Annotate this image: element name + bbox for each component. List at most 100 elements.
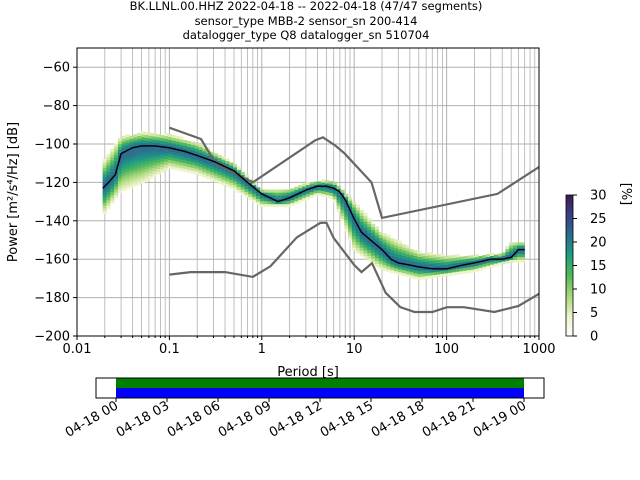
psd-density-cell [186, 149, 192, 153]
psd-density-cell [221, 182, 226, 186]
psd-density-cell [217, 172, 222, 176]
y-tick-label: −120 [34, 176, 70, 191]
psd-density-cell [348, 223, 353, 227]
psd-density-cell [217, 177, 222, 181]
psd-density-cell [374, 249, 380, 253]
y-axis-label: Power [m²/s⁴/Hz] [dB] [6, 122, 21, 262]
psd-density-cell [279, 192, 284, 196]
psd-density-cell [355, 247, 360, 251]
psd-density-cell [183, 154, 188, 158]
colorbar-label: [%] [618, 183, 633, 206]
psd-density-cell [497, 256, 502, 260]
psd-density-cell [110, 168, 115, 172]
psd-density-cell [221, 170, 226, 174]
psd-density-cell [482, 254, 487, 259]
psd-density-cell [455, 257, 460, 261]
psd-density-cell [252, 184, 257, 189]
psd-density-cell [386, 246, 391, 250]
psd-density-cell [110, 148, 115, 152]
psd-density-cell [210, 151, 215, 155]
psd-density-cell [125, 186, 130, 190]
psd-density-cell [183, 145, 188, 149]
psd-density-cell [137, 155, 142, 160]
psd-density-cell [210, 163, 215, 167]
psd-density-cell [382, 253, 387, 257]
psd-density-cell [179, 156, 184, 160]
psd-density-cell [190, 150, 195, 154]
psd-density-cell [133, 163, 138, 167]
psd-density-cell [516, 245, 522, 249]
psd-density-cell [171, 146, 176, 150]
psd-density-cell [171, 140, 176, 144]
psd-density-cell [340, 201, 345, 205]
psd-density-cell [378, 249, 383, 253]
psd-density-cell [148, 161, 153, 165]
psd-density-cell [102, 162, 107, 166]
psd-density-cell [106, 202, 111, 206]
psd-density-cell [501, 261, 506, 265]
psd-density-cell [202, 154, 207, 158]
psd-density-cell [229, 174, 234, 178]
psd-density-cell [520, 245, 525, 249]
psd-density-cell [125, 142, 130, 147]
psd-density-cell [121, 161, 126, 165]
psd-density-cell [490, 261, 495, 265]
psd-density-cell [493, 260, 498, 264]
psd-density-cell [432, 266, 437, 270]
psd-density-cell [382, 247, 387, 251]
psd-density-cell [240, 177, 245, 181]
psd-density-cell [455, 268, 460, 272]
psd-density-cell [413, 261, 418, 265]
psd-density-cell [351, 207, 357, 211]
coverage-tick-label: 04-18 15 [318, 398, 376, 440]
psd-density-cell [363, 250, 368, 254]
psd-density-cell [102, 164, 107, 168]
psd-density-cell [233, 187, 238, 191]
psd-density-cell [140, 168, 146, 172]
psd-density-cell [202, 151, 207, 155]
psd-density-cell [110, 160, 115, 164]
psd-density-cell [114, 152, 119, 156]
psd-density-cell [271, 192, 276, 196]
psd-density-cell [390, 247, 395, 251]
psd-density-cell [233, 184, 238, 188]
psd-density-cell [413, 270, 418, 274]
psd-density-cell [397, 249, 403, 253]
psd-density-cell [332, 193, 337, 197]
psd-density-cell [198, 149, 203, 153]
psd-density-cell [328, 184, 334, 188]
psd-density-cell [144, 143, 149, 147]
psd-density-cell [378, 231, 383, 236]
psd-density-cell [309, 194, 314, 198]
psd-density-cell [336, 205, 341, 210]
psd-density-cell [443, 273, 449, 277]
psd-density-cell [348, 197, 353, 201]
psd-density-cell [244, 174, 249, 178]
psd-density-cell [374, 255, 380, 259]
psd-density-cell [374, 261, 380, 265]
psd-density-cell [121, 144, 126, 148]
psd-density-cell [378, 243, 383, 247]
psd-density-cell [152, 133, 157, 137]
psd-density-cell [351, 244, 357, 248]
psd-density-cell [516, 251, 522, 255]
psd-density-cell [382, 265, 387, 269]
psd-density-cell [371, 229, 376, 233]
psd-density-cell [363, 232, 368, 237]
psd-density-cell [190, 158, 195, 163]
psd-density-cell [152, 162, 157, 166]
psd-density-cell [137, 135, 142, 139]
psd-density-cell [355, 244, 360, 248]
psd-density-cell [428, 269, 433, 273]
psd-density-cell [516, 256, 522, 260]
psd-density-cell [420, 273, 426, 277]
psd-density-cell [194, 168, 199, 172]
psd-density-cell [225, 183, 230, 188]
psd-density-cell [382, 268, 387, 272]
psd-density-cell [443, 270, 449, 274]
psd-density-cell [144, 140, 149, 144]
psd-density-cell [152, 156, 157, 160]
psd-density-cell [117, 181, 123, 185]
psd-density-cell [221, 176, 226, 180]
psd-density-cell [240, 180, 245, 184]
